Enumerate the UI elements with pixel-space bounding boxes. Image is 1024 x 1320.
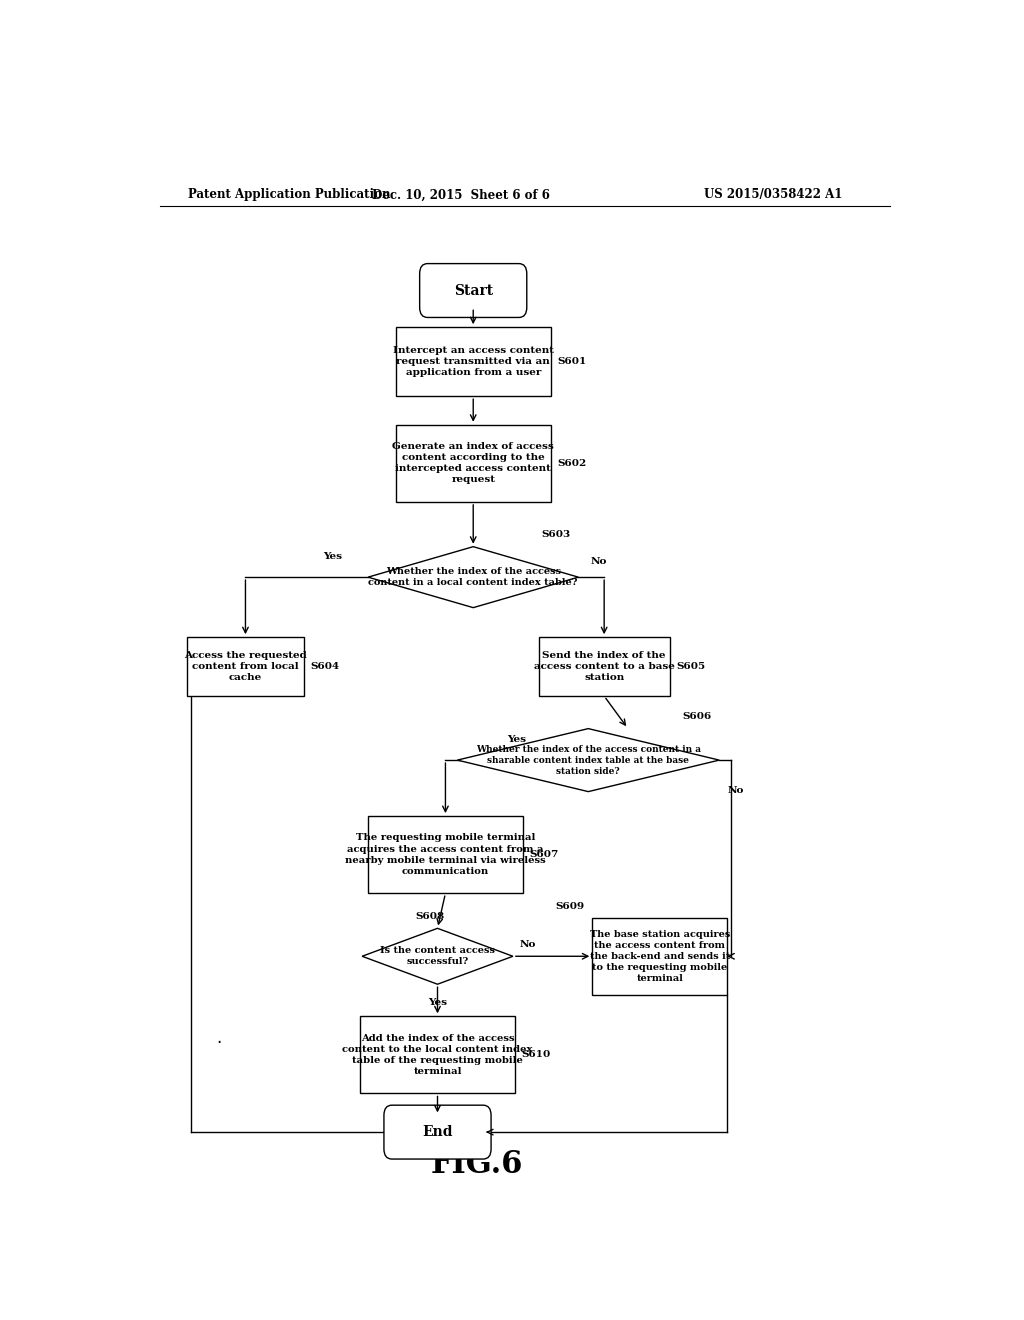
Text: Send the index of the
access content to a base
station: Send the index of the access content to … bbox=[534, 651, 675, 682]
FancyBboxPatch shape bbox=[396, 425, 551, 502]
Text: Yes: Yes bbox=[323, 552, 342, 561]
Text: S602: S602 bbox=[557, 459, 586, 467]
FancyBboxPatch shape bbox=[539, 638, 670, 696]
Text: S610: S610 bbox=[521, 1051, 551, 1060]
Text: Yes: Yes bbox=[428, 998, 447, 1007]
Text: S604: S604 bbox=[310, 663, 340, 671]
Text: S601: S601 bbox=[557, 358, 586, 366]
FancyBboxPatch shape bbox=[360, 1016, 515, 1093]
Text: Is the content access
successful?: Is the content access successful? bbox=[380, 946, 495, 966]
Text: Access the requested
content from local
cache: Access the requested content from local … bbox=[184, 651, 307, 682]
Polygon shape bbox=[458, 729, 719, 792]
Polygon shape bbox=[362, 928, 513, 985]
Text: Patent Application Publication: Patent Application Publication bbox=[187, 189, 390, 202]
FancyBboxPatch shape bbox=[396, 327, 551, 396]
Text: No: No bbox=[519, 940, 536, 949]
Text: The requesting mobile terminal
acquires the access content from a
nearby mobile : The requesting mobile terminal acquires … bbox=[345, 833, 546, 875]
FancyBboxPatch shape bbox=[186, 638, 304, 696]
Polygon shape bbox=[368, 546, 579, 607]
Text: US 2015/0358422 A1: US 2015/0358422 A1 bbox=[703, 189, 842, 202]
Text: The base station acquires
the access content from
the back-end and sends it
to t: The base station acquires the access con… bbox=[590, 929, 730, 983]
Text: Dec. 10, 2015  Sheet 6 of 6: Dec. 10, 2015 Sheet 6 of 6 bbox=[373, 189, 550, 202]
Text: S608: S608 bbox=[415, 912, 444, 921]
Text: Generate an index of access
content according to the
intercepted access content
: Generate an index of access content acco… bbox=[392, 442, 554, 484]
Text: Start: Start bbox=[454, 284, 493, 297]
Text: ·: · bbox=[217, 1034, 222, 1052]
Text: Intercept an access content
request transmitted via an
application from a user: Intercept an access content request tran… bbox=[393, 346, 554, 378]
Text: End: End bbox=[422, 1125, 453, 1139]
Text: S603: S603 bbox=[542, 529, 570, 539]
Text: Add the index of the access
content to the local content index
table of the requ: Add the index of the access content to t… bbox=[342, 1034, 532, 1076]
Text: No: No bbox=[590, 557, 606, 566]
Text: S606: S606 bbox=[682, 713, 712, 722]
Text: FIG.6: FIG.6 bbox=[431, 1150, 523, 1180]
Text: Whether the index of the access content in a
sharable content index table at the: Whether the index of the access content … bbox=[476, 744, 700, 776]
Text: Yes: Yes bbox=[507, 735, 526, 744]
FancyBboxPatch shape bbox=[592, 917, 727, 995]
Text: S607: S607 bbox=[529, 850, 558, 859]
Text: No: No bbox=[727, 787, 743, 795]
Text: S605: S605 bbox=[676, 663, 706, 671]
FancyBboxPatch shape bbox=[384, 1105, 492, 1159]
FancyBboxPatch shape bbox=[368, 816, 523, 894]
Text: S609: S609 bbox=[555, 902, 585, 911]
FancyBboxPatch shape bbox=[420, 264, 526, 318]
Text: Whether the index of the access
content in a local content index table?: Whether the index of the access content … bbox=[369, 568, 578, 587]
